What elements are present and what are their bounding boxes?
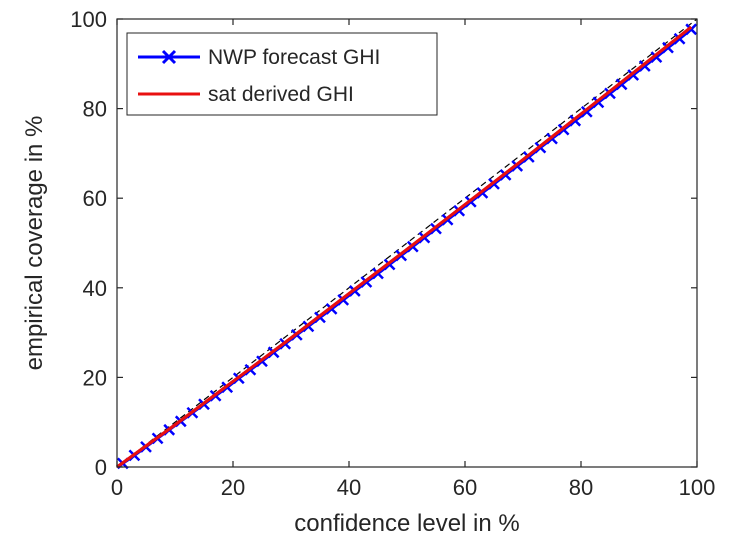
x-tick-label: 80 — [569, 475, 593, 500]
legend-sat-label: sat derived GHI — [208, 83, 354, 106]
axes: 0 20 40 60 80 100 0 20 40 60 80 100 — [70, 7, 715, 500]
x-axis-label: confidence level in % — [294, 510, 519, 537]
x-tick-label: 20 — [221, 475, 245, 500]
legend: NWP forecast GHI sat derived GHI — [126, 32, 438, 116]
legend-box — [126, 32, 438, 116]
legend-entry-nwp: NWP forecast GHI — [138, 46, 380, 69]
axes-box — [116, 18, 698, 468]
legend-nwp-marker-x-icon — [161, 49, 177, 65]
nwp-point-marker — [685, 23, 698, 36]
y-tick-label: 40 — [83, 276, 107, 301]
legend-nwp-label: NWP forecast GHI — [208, 46, 380, 69]
legend-entry-sat: sat derived GHI — [138, 83, 354, 106]
y-axis-label: empirical coverage in % — [21, 116, 48, 371]
x-tick-label: 40 — [337, 475, 361, 500]
y-tick-label: 20 — [83, 365, 107, 390]
y-tick-label: 80 — [83, 97, 107, 122]
x-tick-label: 100 — [679, 475, 716, 500]
y-tick-label: 100 — [70, 7, 107, 32]
x-tick-label: 60 — [453, 475, 477, 500]
series-line-sat-overlay — [116, 25, 693, 469]
y-tick-label: 60 — [83, 186, 107, 211]
x-tick-label: 0 — [111, 475, 123, 500]
series-layer — [116, 23, 698, 470]
y-tick-label: 0 — [95, 455, 107, 480]
